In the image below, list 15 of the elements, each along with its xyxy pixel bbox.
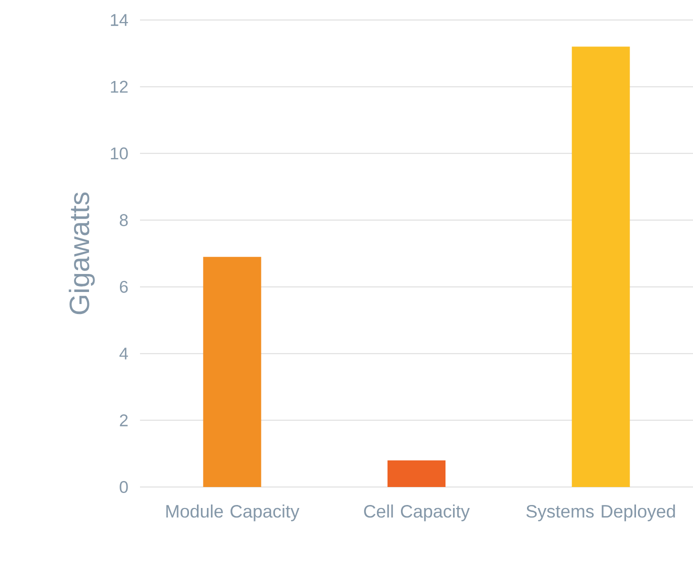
y-tick-label: 6 — [120, 280, 128, 293]
y-tick-label: 4 — [119, 348, 128, 360]
y-axis-title: Gigawatts — [68, 192, 95, 314]
y-tick-label: 8 — [120, 214, 128, 226]
y-tick-label: 0 — [120, 481, 128, 493]
x-tick-label: Module Capacity — [166, 504, 300, 522]
bar — [572, 46, 630, 487]
y-tick-label: 2 — [120, 414, 128, 426]
y-tick-label: 12 — [110, 80, 128, 93]
x-tick-label: Systems Deployed — [526, 504, 675, 522]
bar — [203, 256, 262, 487]
x-tick-label: Cell Capacity — [364, 504, 470, 522]
y-tick-label: 10 — [110, 147, 128, 160]
y-tick-label: 14 — [110, 14, 128, 26]
bar — [388, 460, 446, 487]
